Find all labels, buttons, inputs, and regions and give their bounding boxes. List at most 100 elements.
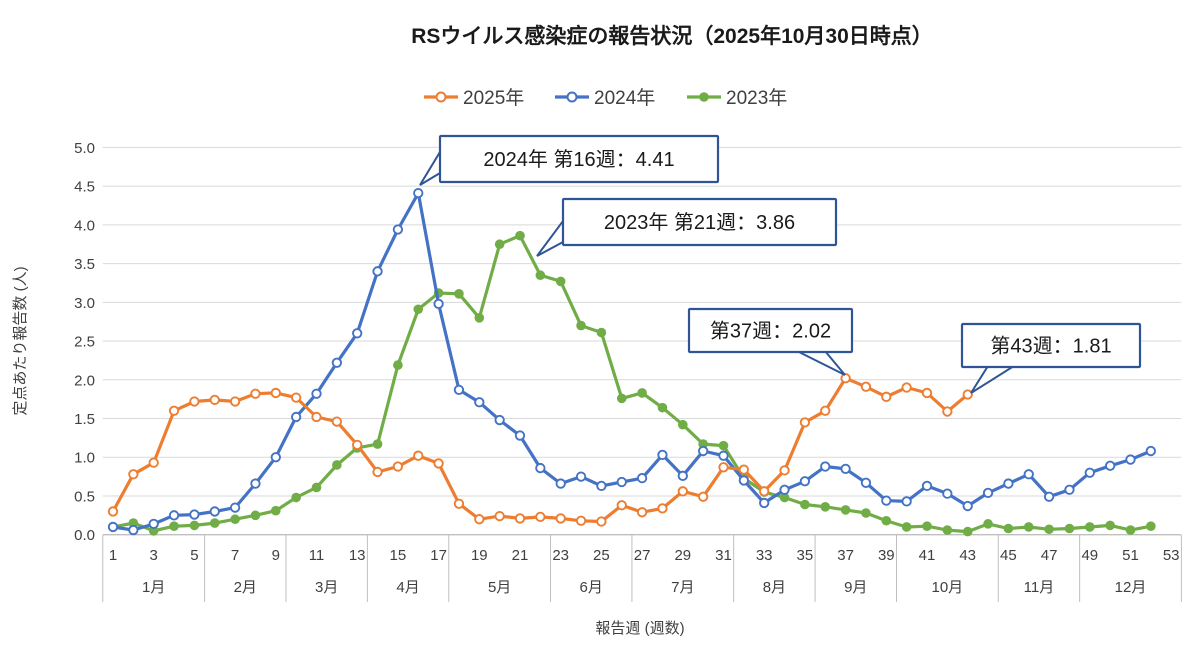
data-point (922, 521, 932, 531)
data-point (637, 388, 647, 398)
data-point (535, 511, 546, 523)
legend-marker-icon (699, 92, 709, 102)
callout-pointer (419, 148, 441, 186)
y-tick-label: 2.5 (74, 334, 95, 351)
data-point (657, 402, 668, 413)
callout-text: 第37週：2.02 (710, 320, 831, 343)
x-tick-label: 45 (1000, 547, 1017, 564)
data-point (677, 486, 688, 497)
callout-box (438, 134, 720, 184)
data-point (128, 469, 139, 480)
data-point (250, 510, 261, 521)
data-point (718, 462, 729, 473)
data-point (392, 224, 404, 235)
callout-4: 第43週：1.81 (960, 322, 1142, 394)
legend-item-2024: 2024年 (555, 87, 655, 109)
y-tick-label: 2.0 (74, 372, 95, 389)
data-point (332, 460, 342, 470)
data-point (107, 506, 119, 517)
data-point (962, 500, 973, 512)
data-point (1105, 460, 1116, 471)
data-point (128, 524, 139, 536)
data-point (962, 526, 973, 537)
data-point (636, 473, 648, 484)
data-point (331, 357, 342, 368)
data-point (1146, 521, 1156, 531)
data-point (290, 411, 302, 423)
data-point (230, 514, 240, 525)
data-point (515, 230, 525, 241)
data-point (1003, 478, 1014, 489)
callout-3: 第37週：2.02 (687, 307, 854, 376)
data-point (229, 502, 241, 513)
data-point (942, 406, 953, 417)
data-point (861, 508, 871, 518)
data-point (962, 389, 973, 400)
data-point (942, 525, 953, 535)
data-point (820, 405, 831, 416)
month-label: 7月 (671, 579, 694, 596)
data-point (229, 396, 241, 407)
y-tick-label: 3.5 (74, 256, 95, 273)
callout-box (687, 307, 854, 354)
data-point (698, 491, 709, 502)
x-tick-label: 17 (430, 547, 447, 564)
x-tick-labels: 1 3 5 7 9 11 13 15 17 19 21 23 25 27 29 31 33 35 37 39 41 43 4… (109, 547, 1180, 564)
data-point (555, 276, 566, 287)
legend-label: 2024年 (594, 87, 655, 109)
x-tick-label: 19 (471, 547, 488, 564)
data-point (779, 484, 790, 495)
data-point (840, 463, 851, 475)
x-tick-label: 49 (1081, 547, 1098, 564)
month-label: 8月 (763, 579, 786, 596)
data-point (738, 475, 749, 486)
callout-pointer (796, 350, 846, 376)
data-point (494, 414, 505, 426)
data-point (942, 488, 953, 499)
data-point (1044, 524, 1054, 535)
data-point (107, 521, 119, 533)
data-point (1064, 484, 1075, 495)
data-point (270, 452, 281, 463)
data-point (901, 382, 912, 393)
month-label: 10月 (932, 579, 964, 596)
data-point (453, 384, 465, 395)
x-tick-label: 27 (634, 547, 651, 564)
data-point (759, 497, 770, 509)
data-point (433, 298, 444, 310)
x-tick-label: 29 (674, 547, 691, 564)
y-tick-label: 0.5 (74, 488, 95, 505)
data-point (148, 457, 159, 468)
legend-marker-icon (566, 91, 578, 103)
data-point (168, 405, 180, 416)
x-tick-label: 41 (919, 547, 936, 564)
data-point (331, 416, 342, 427)
callout-box (561, 197, 838, 247)
data-point (799, 476, 811, 487)
callout-text: 2023年 第21週：3.86 (604, 211, 795, 234)
data-point (514, 513, 526, 524)
x-tick-label: 11 (309, 547, 325, 564)
data-point (250, 388, 261, 399)
data-point (1003, 523, 1014, 534)
data-point (494, 510, 505, 522)
data-point (759, 486, 770, 497)
y-tick-label: 3.0 (74, 295, 95, 312)
callout-pointer (536, 217, 564, 257)
data-point (250, 478, 261, 489)
data-point (657, 449, 668, 461)
y-tick-label: 1.0 (74, 450, 95, 467)
data-point (575, 515, 587, 526)
y-tick-label: 0.0 (74, 527, 95, 544)
series-2023年 (108, 230, 1156, 537)
data-point (1125, 525, 1136, 535)
data-point (982, 487, 994, 499)
data-point (596, 516, 607, 527)
x-tick-label: 31 (715, 547, 732, 564)
data-point (128, 518, 139, 528)
data-point (271, 505, 281, 516)
data-point (453, 498, 465, 509)
legend-label: 2025年 (463, 87, 524, 109)
data-point (840, 373, 851, 384)
